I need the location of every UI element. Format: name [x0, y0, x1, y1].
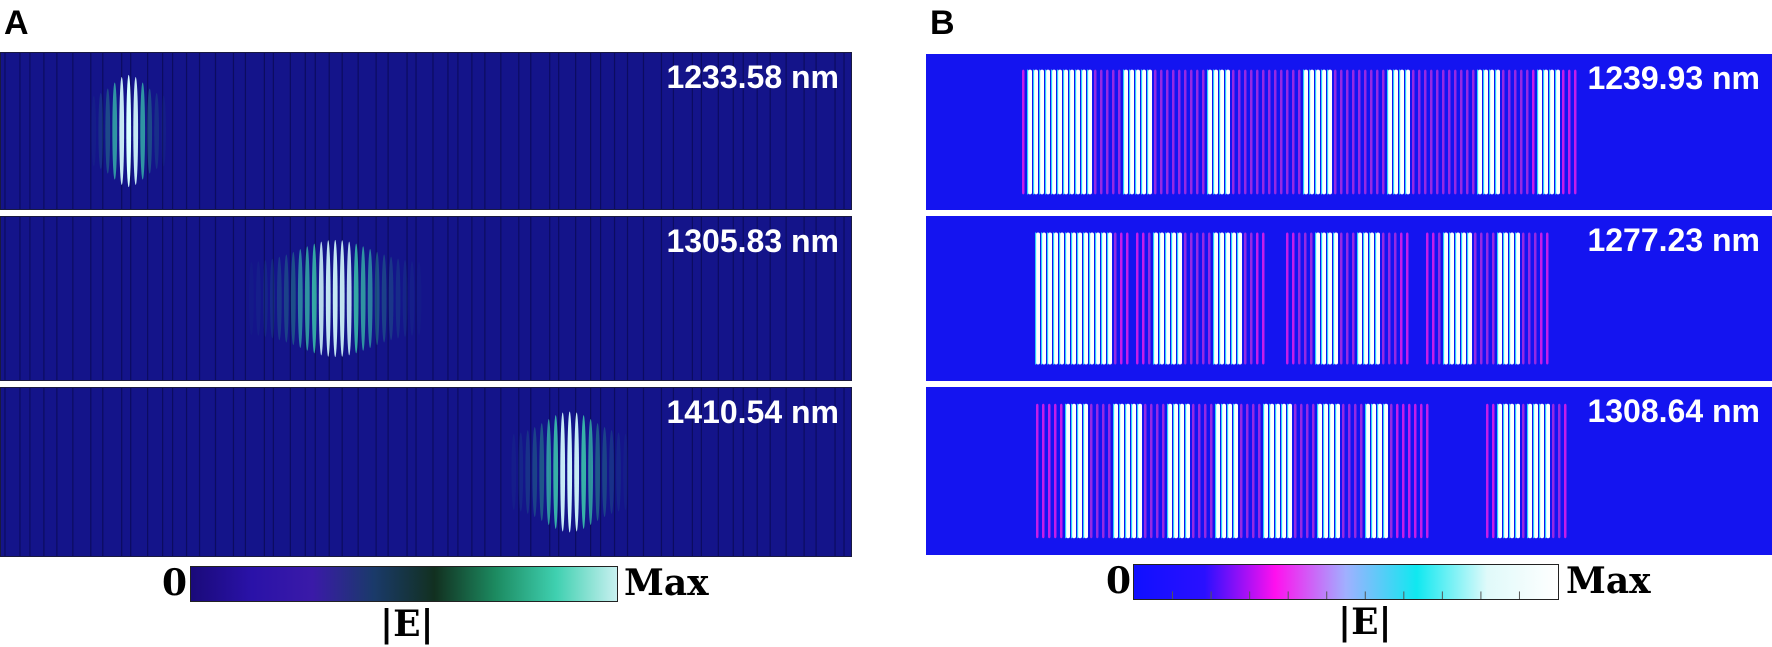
colorbar-b-min-label: 0	[1106, 560, 1132, 602]
field-map-a-2: 1305.83 nm	[0, 216, 852, 381]
colorbar-b	[1133, 564, 1559, 600]
field-map-b-1: 1239.93 nm	[926, 54, 1772, 210]
wavelength-label-a-2: 1305.83 nm	[666, 223, 839, 259]
field-pattern-a-2	[1, 217, 851, 380]
wavelength-label-b-3: 1308.64 nm	[1587, 393, 1760, 429]
field-map-b-2: 1277.23 nm	[926, 216, 1772, 381]
colorbar-b-gradient	[1134, 565, 1558, 599]
field-pattern-b-2	[926, 216, 1772, 381]
field-map-b-3: 1308.64 nm	[926, 387, 1772, 555]
panel-b-letter: B	[930, 4, 955, 42]
field-pattern-b-3	[926, 387, 1772, 555]
wavelength-label-a-3: 1410.54 nm	[666, 394, 839, 430]
wavelength-label-b-1: 1239.93 nm	[1587, 60, 1760, 96]
field-map-a-3: 1410.54 nm	[0, 387, 852, 557]
wavelength-label-a-1: 1233.58 nm	[666, 59, 839, 95]
colorbar-a-quantity-label: |E|	[380, 603, 434, 645]
colorbar-b-max-label: Max	[1566, 560, 1651, 602]
colorbar-a-max-label: Max	[624, 562, 709, 604]
colorbar-a	[190, 566, 618, 602]
field-map-a-1: 1233.58 nm	[0, 52, 852, 210]
colorbar-a-gradient	[191, 567, 617, 601]
field-pattern-a-3	[1, 388, 851, 556]
colorbar-a-min-label: 0	[162, 562, 188, 604]
panel-a-letter: A	[4, 4, 29, 42]
wavelength-label-b-2: 1277.23 nm	[1587, 222, 1760, 258]
field-pattern-b-1	[926, 54, 1772, 210]
colorbar-b-quantity-label: |E|	[1338, 601, 1392, 643]
field-pattern-a-1	[1, 53, 851, 209]
